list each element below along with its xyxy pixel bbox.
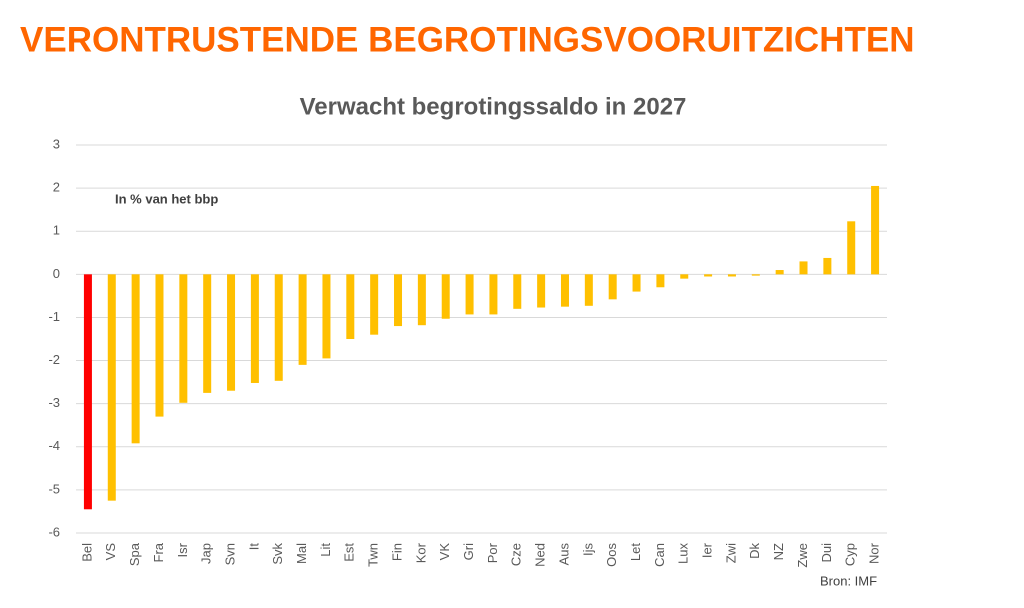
x-tick-label: Nor [867,542,882,564]
x-tick-label: Fin [389,543,404,561]
x-tick-label: Por [485,542,500,563]
bar [704,274,713,277]
x-tick-label: Kor [413,542,428,563]
bar [847,221,856,275]
bar [656,274,665,288]
x-tick-label: Svk [270,543,285,565]
bar [107,274,116,501]
x-tick-label: Jap [199,543,214,564]
x-tick-label: It [246,543,261,551]
x-tick-label: VS [103,543,118,561]
x-tick-label: Lux [676,543,691,564]
x-tick-label: Gri [461,543,476,560]
x-tick-label: Cyp [843,543,858,566]
bar [179,274,188,403]
y-tick-label: -6 [48,524,60,539]
x-tick-label: Ijs [580,543,595,557]
bar [322,274,331,359]
x-tick-label: Ned [533,543,548,567]
y-tick-label: 3 [53,136,60,151]
bar [608,274,617,300]
x-tick-label: Let [628,543,643,561]
y-tick-label: 2 [53,180,60,195]
x-tick-label: Zwe [795,543,810,568]
annotation: In % van het bbp [115,191,218,206]
x-tick-label: Oos [604,543,619,567]
x-tick-label: Est [342,543,357,562]
bar [560,274,569,307]
bar [465,274,474,315]
x-tick-label: NZ [771,543,786,560]
bar [823,257,832,275]
bar [775,270,784,275]
bar [131,274,140,444]
source: Bron: IMF [820,573,877,588]
bar [370,274,379,335]
bar [513,274,522,309]
y-tick-label: -5 [48,481,60,496]
bar [83,274,92,510]
bar [250,274,259,383]
bar [584,274,593,306]
bar [632,274,641,292]
x-tick-label: Mal [294,543,309,564]
x-tick-label: Zwi [723,543,738,563]
x-tick-label: Bel [79,543,94,562]
x-tick-label: Ier [700,542,715,558]
bar [274,274,283,381]
bar [394,274,403,327]
x-tick-label: Cze [509,543,524,566]
x-tick-label: Can [652,543,667,567]
bar [727,274,736,277]
bar [537,274,546,308]
x-tick-label: Spa [127,542,142,566]
bar [203,274,212,393]
y-tick-label: 0 [53,266,60,281]
y-tick-label: -3 [48,395,60,410]
y-tick-label: 1 [53,223,60,238]
x-tick-label: Fra [151,542,166,562]
bar [155,274,164,417]
y-tick-label: -2 [48,352,60,367]
page-heading: VERONTRUSTENDE BEGROTINGSVOORUITZICHTEN [20,20,914,59]
bar [346,274,355,339]
x-tick-label: VK [437,543,452,561]
x-tick-label: Isr [175,542,190,557]
x-tick-label: Svn [222,543,237,565]
x-tick-label: Lit [318,543,333,557]
bar [417,274,426,326]
bar [441,274,450,319]
x-tick-label: Aus [556,543,571,566]
bar [799,261,808,275]
bar [298,274,307,365]
x-tick-label: Dk [747,543,762,559]
bar [751,274,760,276]
chart-title: Verwacht begrotingssaldo in 2027 [300,93,687,120]
x-tick-label: Twn [366,543,381,567]
bar [489,274,498,315]
x-tick-label: Dui [819,543,834,563]
y-tick-label: -4 [48,438,60,453]
bar [227,274,236,391]
y-tick-label: -1 [48,309,60,324]
bar [680,274,689,279]
bar [871,185,880,275]
